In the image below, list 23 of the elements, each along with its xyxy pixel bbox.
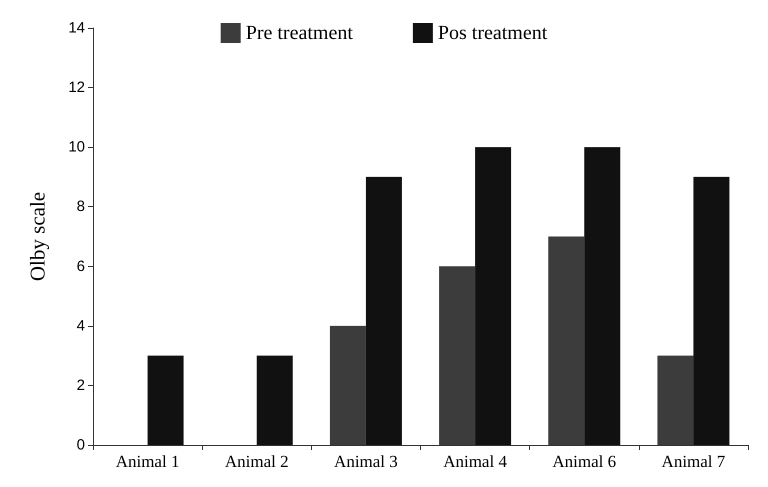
bar	[366, 176, 402, 445]
legend-label: Pre treatment	[246, 22, 354, 44]
x-tick-label: Animal 6	[552, 452, 616, 471]
bar	[475, 147, 512, 445]
bar	[256, 356, 293, 445]
x-tick-label: Animal 2	[224, 452, 289, 471]
legend-label: Pos treatment	[438, 22, 548, 44]
x-tick-label: Animal 7	[662, 452, 726, 471]
x-tick-label: Animal 1	[116, 452, 180, 471]
y-tick-label: 6	[76, 258, 85, 275]
y-axis-title: Olby scale	[26, 192, 50, 282]
bar	[693, 176, 730, 445]
y-tick-label: 0	[76, 436, 85, 454]
y-tick-label: 12	[68, 79, 85, 96]
bar	[584, 147, 620, 445]
bar	[148, 356, 184, 445]
y-tick-label: 10	[68, 138, 85, 156]
x-tick-label: Animal 4	[443, 452, 508, 471]
y-tick-label: 14	[68, 20, 85, 36]
y-tick-label: 4	[76, 317, 85, 334]
y-tick-label: 2	[76, 376, 85, 394]
x-tick-label: Animal 3	[334, 452, 398, 471]
y-tick-label: 8	[76, 198, 85, 216]
